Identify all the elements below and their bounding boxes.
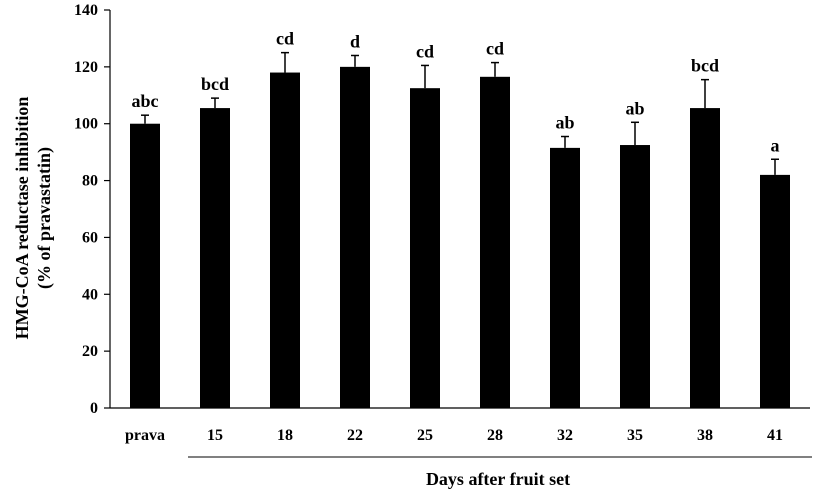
x-tick-label: 18 bbox=[277, 427, 293, 444]
bar bbox=[760, 174, 790, 408]
x-tick-label: 41 bbox=[767, 427, 783, 444]
x-tick-label: 32 bbox=[557, 427, 573, 444]
y-tick-label: 0 bbox=[90, 400, 98, 417]
x-tick-label: 35 bbox=[627, 427, 643, 444]
y-tick-label: 120 bbox=[74, 59, 98, 76]
bar bbox=[410, 88, 440, 408]
bar bbox=[200, 108, 230, 408]
bar bbox=[270, 72, 300, 409]
x-tick-label: prava bbox=[125, 427, 165, 444]
significance-label: a bbox=[771, 135, 780, 155]
bar bbox=[480, 76, 510, 409]
y-axis: 0 20 40 60 80 100 120 140 bbox=[74, 2, 111, 417]
x-axis: prava 15 18 22 25 28 32 35 38 41 bbox=[110, 407, 810, 444]
bar bbox=[620, 145, 650, 409]
significance-label: abc bbox=[132, 91, 159, 111]
x-axis-title: Days after fruit set bbox=[426, 469, 570, 489]
significance-label: ab bbox=[625, 98, 644, 118]
significance-label: bcd bbox=[201, 74, 229, 94]
significance-label: ab bbox=[555, 113, 574, 133]
y-tick-label: 100 bbox=[74, 116, 98, 133]
x-tick-label: 15 bbox=[207, 427, 223, 444]
x-tick-label: 28 bbox=[487, 427, 503, 444]
y-axis-title: HMG-CoA reductase inhibition (% of prava… bbox=[12, 97, 55, 340]
significance-label: d bbox=[350, 31, 360, 51]
significance-label: cd bbox=[486, 39, 504, 59]
x-tick-label: 22 bbox=[347, 427, 363, 444]
y-tick-label: 60 bbox=[82, 229, 98, 246]
significance-label: cd bbox=[416, 41, 434, 61]
y-tick-label: 40 bbox=[82, 286, 98, 303]
bar bbox=[550, 147, 580, 408]
x-tick-label: 38 bbox=[697, 427, 713, 444]
y-tick-label: 20 bbox=[82, 343, 98, 360]
y-tick-label: 80 bbox=[82, 173, 98, 190]
bars-group: abc bcd cd d cd cd ab ab bcd a bbox=[130, 29, 790, 409]
y-tick-label: 140 bbox=[74, 2, 98, 19]
significance-label: bcd bbox=[691, 56, 719, 76]
y-axis-title-line-2: (% of pravastatin) bbox=[34, 147, 55, 289]
bar bbox=[130, 123, 160, 408]
x-tick-label: 25 bbox=[417, 427, 433, 444]
bar bbox=[690, 108, 720, 408]
bar bbox=[340, 66, 370, 408]
significance-label: cd bbox=[276, 29, 294, 49]
y-axis-title-line-1: HMG-CoA reductase inhibition bbox=[12, 97, 32, 340]
